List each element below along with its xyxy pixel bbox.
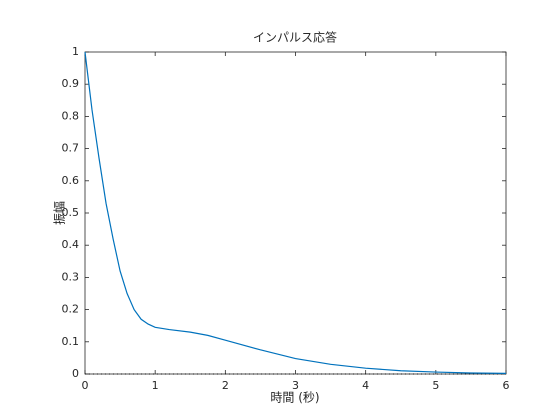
y-tick-label: 0.8 [62,109,80,122]
x-axis-label: 時間 (秒) [270,391,319,405]
x-tick-label: 1 [152,379,159,392]
y-tick-label: 0.4 [62,238,80,251]
x-tick-label: 6 [503,379,510,392]
y-tick-label: 0.6 [62,174,80,187]
axes-box [84,51,507,375]
y-tick-label: 0.3 [62,270,80,283]
y-tick-label: 0.2 [62,303,80,316]
chart-title: インパルス応答 [253,30,337,45]
x-tick-label: 5 [432,379,439,392]
x-tick-label: 3 [292,379,299,392]
y-tick-label: 0.1 [62,335,80,348]
y-axis-label: 振幅 [52,201,67,225]
x-tick-label: 0 [82,379,89,392]
y-tick-label: 1 [72,45,79,58]
y-tick-label: 0.7 [62,142,80,155]
y-tick-label: 0.5 [62,206,80,219]
data-line [84,51,507,374]
y-tick-label: 0 [72,367,79,380]
x-tick-label: 4 [362,379,369,392]
y-tick-label: 0.9 [62,77,80,90]
x-tick-label: 2 [222,379,229,392]
